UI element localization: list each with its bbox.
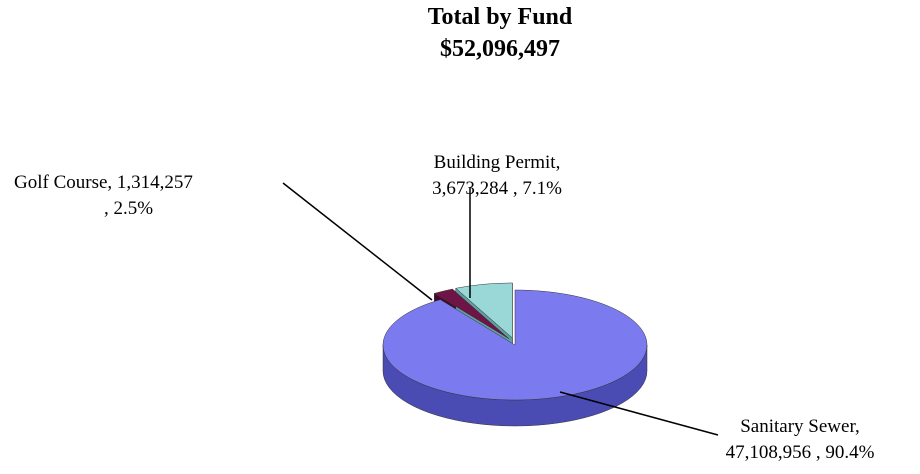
value-label: 47,108,956 — [726, 442, 826, 463]
leader-line — [282, 182, 433, 301]
pie-slice — [382, 289, 648, 401]
chart-subtitle: $52,096,497 — [440, 36, 560, 62]
percent-label: 90.4% — [825, 442, 875, 463]
value-label: 1,314,257 — [116, 172, 193, 193]
pie-slice — [433, 288, 510, 339]
slice-label: Sanitary Sewer 47,108,95690.4% — [690, 414, 910, 466]
percent-label: 7.1% — [522, 178, 562, 199]
category-label: Building Permit — [434, 152, 561, 173]
chart-title: Total by Fund — [427, 4, 573, 30]
category-label: Sanitary Sewer — [740, 416, 860, 437]
percent-label: 2.5% — [104, 198, 153, 219]
value-label: 3,673,284 — [432, 178, 522, 199]
leader-line — [559, 391, 719, 436]
slice-label: Golf Course1,314,257 2.5% — [14, 170, 193, 222]
slice-label: Building Permit 3,673,2847.1% — [392, 150, 602, 202]
category-label: Golf Course — [14, 172, 117, 193]
